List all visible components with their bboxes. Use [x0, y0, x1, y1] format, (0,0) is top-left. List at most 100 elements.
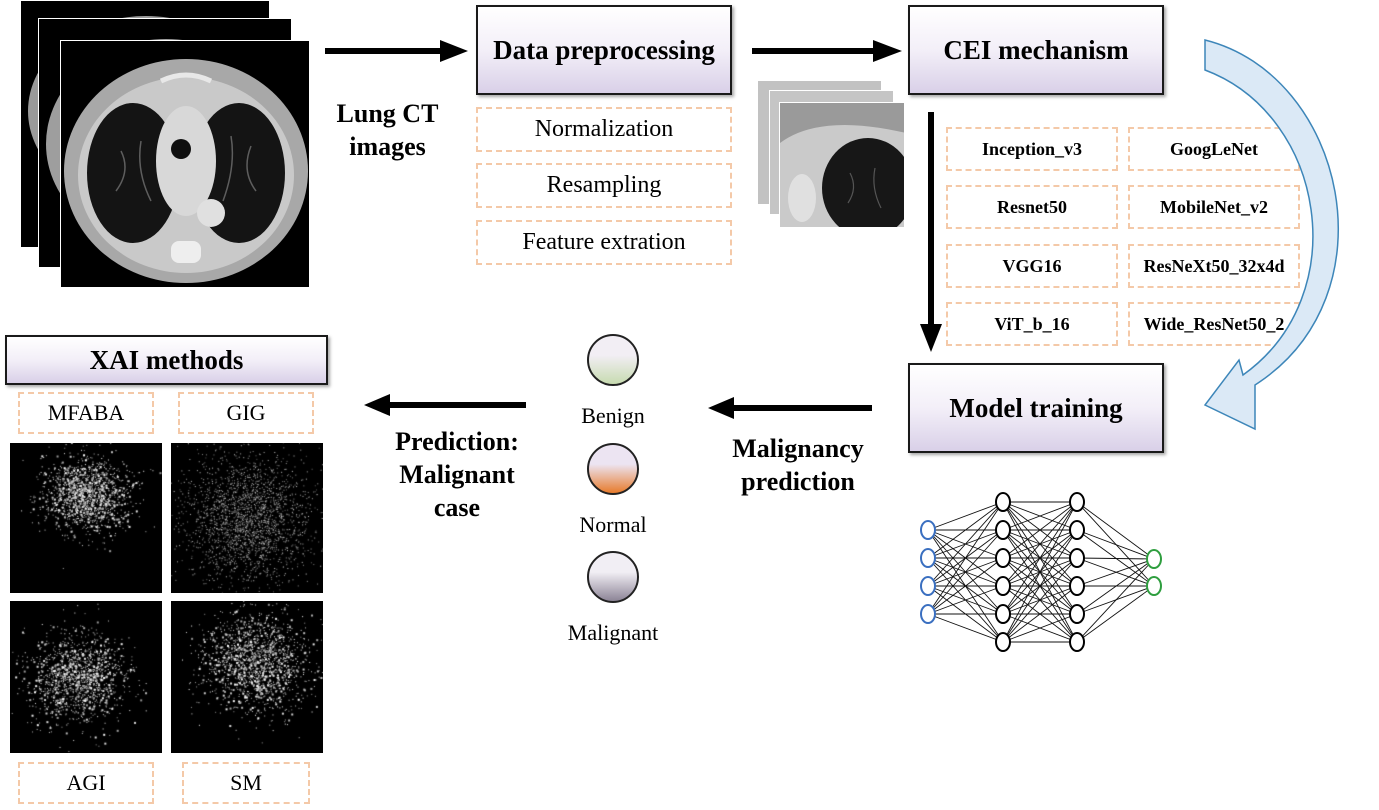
nn-connection [1002, 501, 1078, 643]
preprocessing-step: Feature extration [476, 220, 732, 265]
preprocessed-image-stack [757, 80, 905, 228]
nn-connection [1076, 501, 1155, 587]
preprocessing-step-label: Normalization [534, 116, 674, 142]
model-training-title: Model training [949, 392, 1123, 423]
nn-connection [927, 557, 1004, 615]
nn-connection [927, 501, 1004, 559]
nn-connection [1076, 558, 1155, 643]
nn-connection [1002, 529, 1078, 643]
nn-node [995, 492, 1011, 512]
model-name: VGG16 [1002, 255, 1062, 276]
nn-node [1069, 604, 1085, 624]
model-name: Wide_ResNet50_2 [1143, 313, 1285, 334]
nn-node [1069, 576, 1085, 596]
cei-mechanism-title: CEI mechanism [943, 34, 1129, 65]
nn-node [1146, 549, 1162, 569]
nn-connection [1002, 501, 1078, 531]
malignancy-prediction-label: Malignancy prediction [718, 432, 878, 498]
preprocessing-step: Normalization [476, 107, 732, 152]
xai-method-name: GIG [226, 400, 266, 425]
data-preprocessing-box: Data preprocessing [476, 5, 732, 95]
nn-node [1069, 492, 1085, 512]
xai-method-name: SM [230, 770, 262, 795]
arrow-training-to-classes [708, 397, 872, 419]
model-name: GoogLeNet [1170, 138, 1258, 159]
nn-node [995, 520, 1011, 540]
benign-circle-icon [587, 334, 639, 386]
nn-connection [927, 613, 1004, 643]
xai-method-label: GIG [178, 392, 314, 434]
model-name: Inception_v3 [981, 138, 1082, 159]
neural-network-icon [920, 492, 1162, 652]
normal-label: Normal [579, 512, 647, 537]
model-option: MobileNet_v2 [1128, 185, 1300, 229]
ct-image-stack [20, 0, 312, 290]
prediction-result-line2: Malignant [399, 460, 515, 489]
nn-node [995, 632, 1011, 652]
prediction-result-line3: case [433, 493, 481, 522]
model-name: Resnet50 [997, 196, 1067, 217]
model-option: Wide_ResNet50_2 [1128, 302, 1300, 346]
xai-method-label: AGI [18, 762, 154, 804]
model-name: MobileNet_v2 [1160, 196, 1268, 217]
preprocessed-slice [779, 102, 905, 228]
nn-node [920, 548, 936, 568]
xai-methods-box: XAI methods [5, 335, 328, 385]
benign-label: Benign [581, 403, 645, 428]
nn-connection [927, 501, 1004, 531]
malignancy-prediction-line2: prediction [741, 467, 855, 496]
mfaba-saliency-map [10, 443, 162, 593]
model-training-box: Model training [908, 363, 1164, 453]
preprocessing-step-label: Resampling [546, 172, 662, 198]
nn-connection [927, 529, 1004, 615]
nn-node [920, 576, 936, 596]
xai-method-name: AGI [66, 770, 106, 795]
lung-ct-label-line2: images [349, 132, 426, 161]
model-name: ViT_b_16 [994, 313, 1070, 334]
data-preprocessing-title: Data preprocessing [493, 34, 715, 65]
nn-connection [1076, 585, 1155, 643]
curved-arrow-cei-to-training [1203, 39, 1340, 431]
arrow-classes-to-xai [364, 394, 526, 416]
nn-node [995, 548, 1011, 568]
arrow-cei-to-training [920, 112, 942, 352]
model-option: GoogLeNet [1128, 127, 1300, 171]
nn-connection [1076, 558, 1155, 587]
nn-connection [1002, 585, 1078, 643]
normal-circle-icon [587, 443, 639, 495]
nn-connection [1076, 557, 1155, 560]
nn-node [1069, 632, 1085, 652]
xai-method-label: SM [182, 762, 310, 804]
cei-mechanism-box: CEI mechanism [908, 5, 1164, 95]
nn-connection [1002, 557, 1078, 643]
nn-connection [1076, 558, 1155, 615]
nn-connection [1076, 501, 1155, 560]
preprocessing-step-label: Feature extration [522, 229, 686, 255]
model-option: ResNeXt50_32x4d [1128, 244, 1300, 288]
prediction-result-label: Prediction: Malignant case [372, 425, 542, 524]
preprocessing-step: Resampling [476, 163, 732, 208]
nn-connection [1076, 529, 1155, 560]
nn-connection [1076, 557, 1155, 587]
nn-node [995, 576, 1011, 596]
nn-node [920, 520, 936, 540]
ct-slice-front [60, 40, 310, 288]
model-option: ViT_b_16 [946, 302, 1118, 346]
xai-methods-title: XAI methods [89, 344, 244, 375]
nn-connection [1002, 501, 1078, 559]
nn-connection [1002, 613, 1078, 643]
nn-node [920, 604, 936, 624]
malignant-label: Malignant [567, 620, 659, 645]
nn-node [995, 604, 1011, 624]
nn-connection [927, 585, 1004, 615]
arrow-ct-to-preprocessing [325, 40, 468, 62]
prediction-result-line1: Prediction: [395, 427, 519, 456]
nn-node [1069, 520, 1085, 540]
nn-connection [1002, 501, 1078, 615]
malignant-circle-icon [587, 551, 639, 603]
model-option: VGG16 [946, 244, 1118, 288]
nn-connection [1002, 501, 1078, 587]
nn-node [1146, 576, 1162, 596]
malignancy-prediction-line1: Malignancy [732, 434, 864, 463]
model-name: ResNeXt50_32x4d [1143, 255, 1285, 276]
